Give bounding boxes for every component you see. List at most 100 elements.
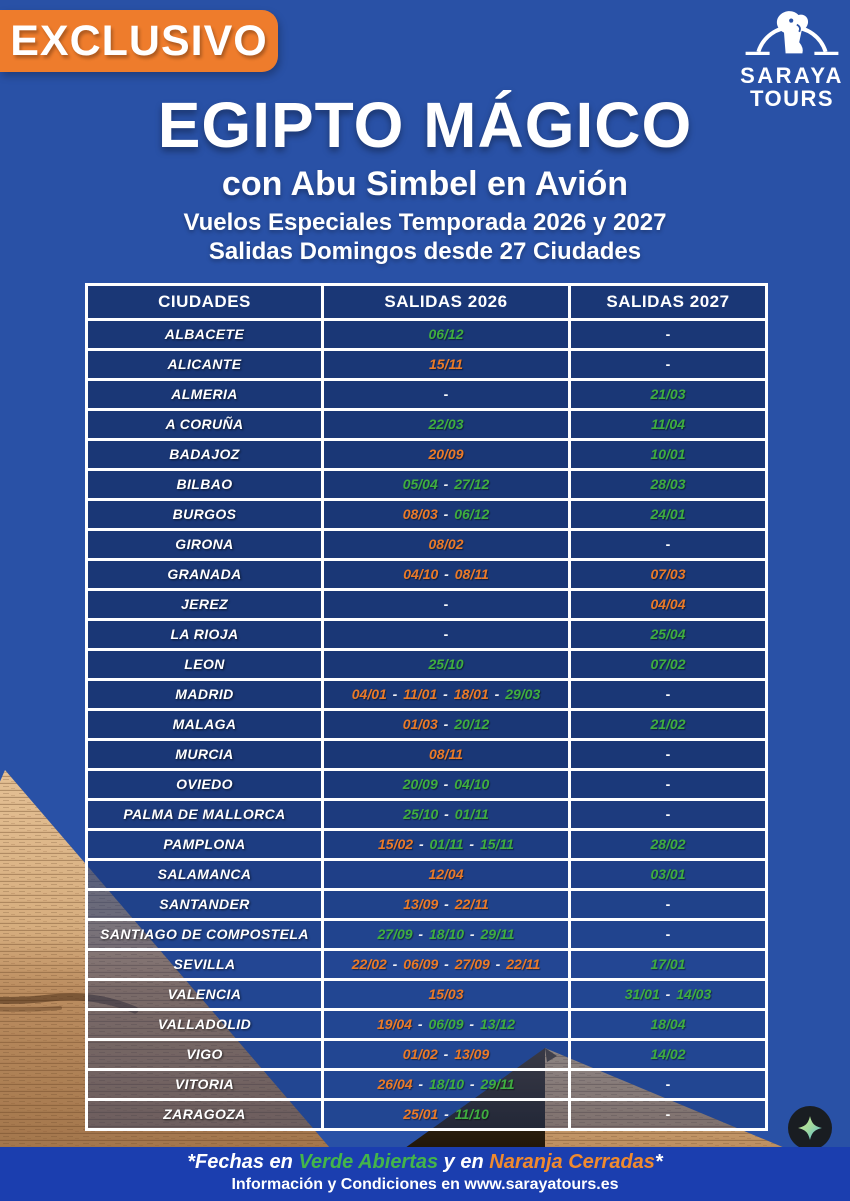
departures-table: CIUDADES SALIDAS 2026 SALIDAS 2027 ALBACET… xyxy=(85,283,768,1131)
date-open: 13/12 xyxy=(479,1015,516,1032)
page-subtitle: con Abu Simbel en Avión xyxy=(221,165,629,203)
date-closed: 08/02 xyxy=(428,535,464,552)
saraya-logo-icon xyxy=(745,11,839,55)
legend-note-part: Verde Abiertas xyxy=(298,1151,439,1173)
legend-note: *Fechas en Verde Abiertas y en Naranja C… xyxy=(0,1151,850,1174)
city-name: SALAMANCA xyxy=(157,865,252,882)
table-row: VALENCIA 15/03 31/01 - 14/03 xyxy=(85,978,768,1011)
salidas-2027-cell: 07/02 xyxy=(568,648,768,681)
date-open: 20/12 xyxy=(454,715,490,732)
city-cell: ZARAGOZA xyxy=(85,1098,324,1131)
date-separator: - xyxy=(490,685,504,702)
salidas-2026-cell: 01/03 - 20/12 xyxy=(321,708,571,741)
city-name: VALLADOLID xyxy=(157,1015,252,1032)
date-separator: - xyxy=(414,1075,427,1092)
date-separator: - xyxy=(466,1075,479,1092)
date-closed: 20/09 xyxy=(428,445,464,462)
logo-sub: TOURS xyxy=(749,86,835,112)
date-closed: 26/04 xyxy=(377,1075,413,1092)
date-open: 01/11 xyxy=(454,805,489,822)
date-closed: 22/11 xyxy=(506,955,541,972)
date-open: 24/01 xyxy=(650,505,686,522)
city-cell: BURGOS xyxy=(85,498,324,531)
date-closed: 13/09 xyxy=(454,1045,490,1062)
date-closed: 01/02 xyxy=(402,1045,438,1062)
date-closed: 01/03 xyxy=(402,715,438,732)
salidas-2027-cell: 14/02 xyxy=(568,1038,768,1071)
salidas-2027-cell: 31/01 - 14/03 xyxy=(568,978,768,1011)
city-name: A CORUÑA xyxy=(165,415,244,432)
salidas-2027-cell: 04/04 xyxy=(568,588,768,621)
footer-band: *Fechas en Verde Abiertas y en Naranja C… xyxy=(0,1147,850,1201)
table-row: SANTANDER 13/09 - 22/11- xyxy=(85,888,768,921)
date-open: 05/04 xyxy=(402,475,438,492)
salidas-2026-cell: 08/03 - 06/12 xyxy=(321,498,571,531)
table-row: PAMPLONA 15/02 - 01/11 - 15/11 28/02 xyxy=(85,828,768,861)
table-row: BILBAO 05/04 - 27/12 28/03 xyxy=(85,468,768,501)
date-separator: - xyxy=(439,475,453,492)
table-row: GRANADA 04/10 - 08/11 07/03 xyxy=(85,558,768,591)
salidas-2027-cell: 03/01 xyxy=(568,858,768,891)
date-open: 29/11 xyxy=(480,925,515,942)
column-header: SALIDAS 2026 xyxy=(321,283,571,321)
city-name: PALMA DE MALLORCA xyxy=(123,805,286,822)
date-separator: - xyxy=(440,1105,453,1122)
date-separator: - xyxy=(414,925,427,942)
city-cell: MURCIA xyxy=(85,738,324,771)
salidas-2027-cell: - xyxy=(568,918,768,951)
date-open: 14/02 xyxy=(650,1045,686,1062)
date-separator: - xyxy=(440,805,453,822)
no-departure-marker: - xyxy=(665,1075,671,1092)
no-departure-marker: - xyxy=(665,1105,671,1122)
city-name: VALENCIA xyxy=(167,985,242,1002)
salidas-2026-cell: - xyxy=(321,378,571,411)
date-open: 18/10 xyxy=(429,1075,465,1092)
date-open: 27/09 xyxy=(377,925,413,942)
salidas-2027-cell: 21/02 xyxy=(568,708,768,741)
date-closed: 22/02 xyxy=(351,955,387,972)
date-separator: - xyxy=(465,835,478,852)
date-open: 21/02 xyxy=(650,715,686,732)
city-name: ALMERIA xyxy=(171,385,238,402)
salidas-2027-cell: 25/04 xyxy=(568,618,768,651)
city-name: SEVILLA xyxy=(173,955,236,972)
city-cell: MADRID xyxy=(85,678,324,711)
legend-note-part: *Fechas en xyxy=(187,1151,299,1173)
season-line: Vuelos Especiales Temporada 2026 y 2027 xyxy=(183,209,667,236)
no-departure-marker: - xyxy=(443,625,449,642)
legend-note-part: * xyxy=(654,1151,663,1173)
date-separator: - xyxy=(439,775,453,792)
city-cell: SALAMANCA xyxy=(85,858,324,891)
table-row: ALMERIA - 21/03 xyxy=(85,378,768,411)
city-name: MURCIA xyxy=(175,745,234,762)
sparkle-badge[interactable] xyxy=(788,1106,832,1150)
table-row: MURCIA 08/11 - xyxy=(85,738,768,771)
city-cell: PAMPLONA xyxy=(85,828,324,861)
legend-note-part: y en xyxy=(438,1151,490,1173)
city-cell: VIGO xyxy=(85,1038,324,1071)
date-open: 25/04 xyxy=(650,625,686,642)
city-cell: BADAJOZ xyxy=(85,438,324,471)
salidas-2026-cell: 15/11 xyxy=(321,348,571,381)
table-row: ZARAGOZA 25/01 - 11/10- xyxy=(85,1098,768,1131)
date-separator: - xyxy=(439,505,453,522)
city-cell: VALENCIA xyxy=(85,978,324,1011)
table-row: A CORUÑA 22/03 11/04 xyxy=(85,408,768,441)
table-row: VIGO 01/02 - 13/09 14/02 xyxy=(85,1038,768,1071)
date-closed: 19/04 xyxy=(376,1015,413,1032)
city-name: MALAGA xyxy=(172,715,237,732)
date-closed: 25/01 xyxy=(403,1105,439,1122)
city-cell: PALMA DE MALLORCA xyxy=(85,798,324,831)
table-row: SALAMANCA 12/04 03/01 xyxy=(85,858,768,891)
table-row: SANTIAGO DE COMPOSTELA 27/09 - 18/10 - 29… xyxy=(85,918,768,951)
date-open: 18/04 xyxy=(650,1015,686,1032)
salidas-2026-cell: 04/10 - 08/11 xyxy=(321,558,571,591)
date-separator: - xyxy=(465,1015,478,1032)
salidas-2026-cell: 08/02 xyxy=(321,528,571,561)
city-name: ALICANTE xyxy=(167,355,242,372)
city-cell: ALICANTE xyxy=(85,348,324,381)
salidas-2026-cell: 22/02 - 06/09 - 27/09 - 22/11 xyxy=(321,948,571,981)
date-closed: 04/04 xyxy=(650,595,686,612)
date-closed: 04/01 xyxy=(351,685,387,702)
